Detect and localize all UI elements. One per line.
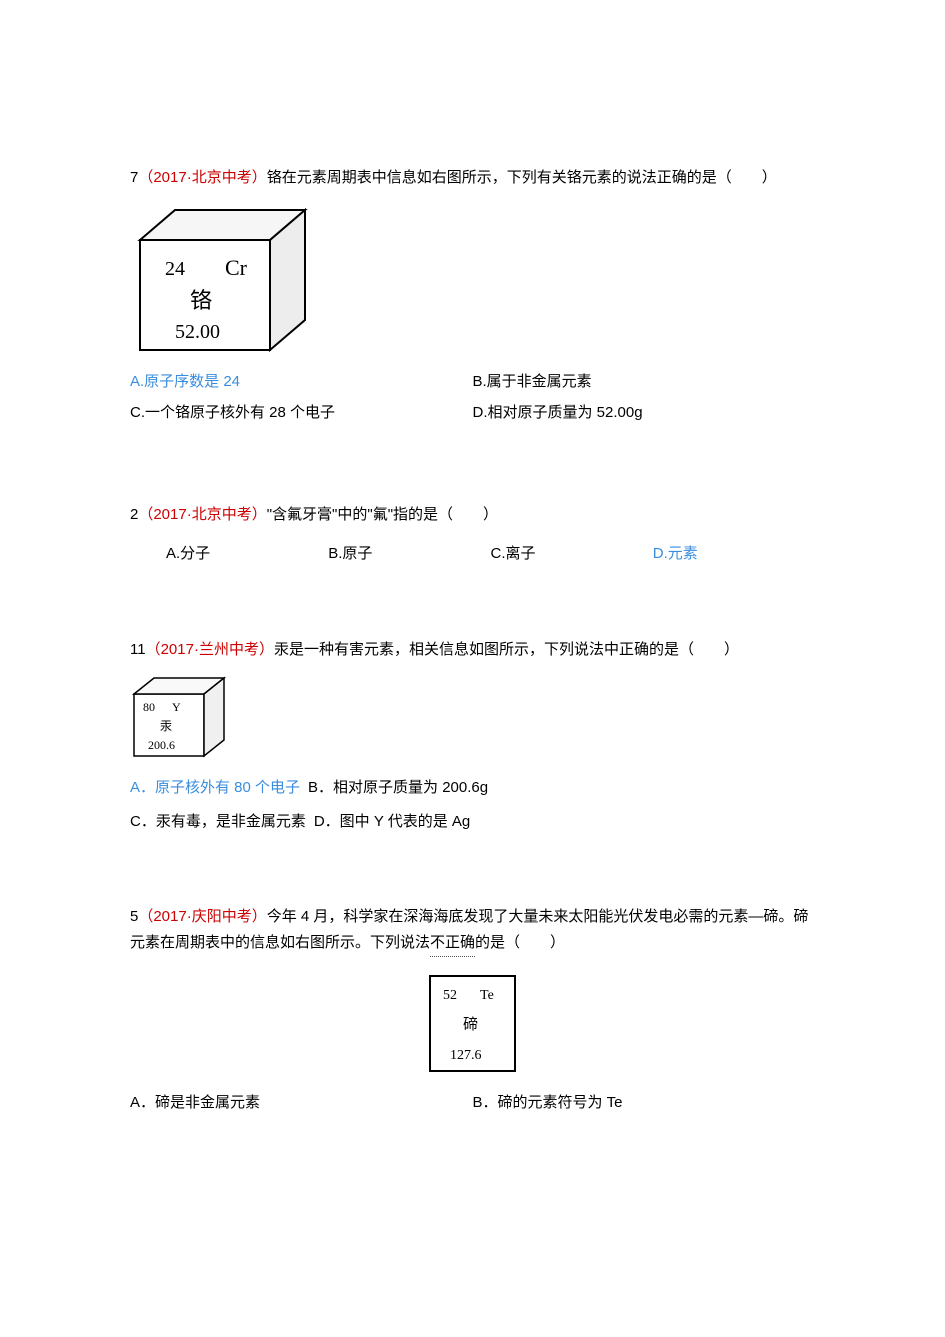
q2-source: （2017·北京中考） (138, 506, 266, 523)
q2-option-b[interactable]: B.原子 (328, 541, 490, 567)
q11-options: A．原子核外有 80 个电子 B．相对原子质量为 200.6g C．汞有毒，是非金… (130, 775, 815, 834)
q11-atomic-num: 80 (143, 700, 155, 714)
q5-mass: 127.6 (450, 1048, 482, 1063)
q7-mass: 52.00 (175, 321, 220, 343)
q7-options: A.原子序数是 24 B.属于非金属元素 C.一个铬原子核外有 28 个电子 D… (130, 369, 815, 432)
q5-box-svg: 52 Te 碲 127.6 (425, 971, 520, 1076)
q7-option-c[interactable]: C.一个铬原子核外有 28 个电子 (130, 400, 473, 426)
q7-stem-text: 铬在元素周期表中信息如右图所示，下列有关铬元素的说法正确的是（ ） (267, 169, 777, 186)
q11-cube-figure: 80 Y 汞 200.6 (130, 676, 815, 761)
q7-symbol: Cr (225, 255, 248, 280)
q11-cube-svg: 80 Y 汞 200.6 (130, 676, 235, 761)
q11-name: 汞 (160, 719, 172, 733)
q11-symbol: Y (172, 700, 181, 714)
q5-stem-not: 不正确 (430, 930, 475, 958)
q2-stem: 2（2017·北京中考）"含氟牙膏"中的"氟"指的是（ ） (130, 502, 815, 528)
q7-source: （2017·北京中考） (138, 169, 266, 186)
q2-option-a[interactable]: A.分子 (166, 541, 328, 567)
question-11: 11（2017·兰州中考）汞是一种有害元素，相关信息如图所示，下列说法中正确的是… (130, 637, 815, 835)
q7-stem: 7（2017·北京中考）铬在元素周期表中信息如右图所示，下列有关铬元素的说法正确… (130, 165, 815, 191)
q11-stem-text: 汞是一种有害元素，相关信息如图所示，下列说法中正确的是（ ） (274, 641, 739, 658)
q5-options: A．碲是非金属元素 B．碲的元素符号为 Te (130, 1090, 815, 1122)
q2-option-c[interactable]: C.离子 (491, 541, 653, 567)
q11-option-c[interactable]: C．汞有毒，是非金属元素 (130, 813, 306, 830)
q5-option-b[interactable]: B．碲的元素符号为 Te (473, 1090, 816, 1116)
q2-options: A.分子 B.原子 C.离子 D.元素 (130, 541, 815, 567)
q11-mass: 200.6 (148, 738, 175, 752)
q7-option-b[interactable]: B.属于非金属元素 (473, 369, 816, 395)
q7-atomic-num: 24 (165, 258, 185, 280)
q11-number: 11 (130, 641, 146, 658)
q11-source: （2017·兰州中考） (146, 641, 274, 658)
question-7: 7（2017·北京中考）铬在元素周期表中信息如右图所示，下列有关铬元素的说法正确… (130, 165, 815, 432)
q11-stem: 11（2017·兰州中考）汞是一种有害元素，相关信息如图所示，下列说法中正确的是… (130, 637, 815, 663)
q7-option-a[interactable]: A.原子序数是 24 (130, 369, 473, 395)
q7-cube-svg: 24 Cr 铬 52.00 (130, 205, 330, 355)
q7-cube-figure: 24 Cr 铬 52.00 (130, 205, 815, 355)
q7-option-d[interactable]: D.相对原子质量为 52.00g (473, 400, 816, 426)
q2-stem-text: "含氟牙膏"中的"氟"指的是（ ） (267, 506, 498, 523)
q11-option-d[interactable]: D．图中 Y 代表的是 Ag (314, 813, 470, 830)
q7-name: 铬 (190, 288, 212, 313)
q5-box-figure: 52 Te 碲 127.6 (130, 971, 815, 1076)
q5-symbol: Te (480, 988, 494, 1003)
q11-option-b[interactable]: B．相对原子质量为 200.6g (308, 779, 488, 796)
question-2: 2（2017·北京中考）"含氟牙膏"中的"氟"指的是（ ） A.分子 B.原子 … (130, 502, 815, 567)
q5-source: （2017·庆阳中考） (138, 908, 266, 925)
question-5: 5（2017·庆阳中考）今年 4 月，科学家在深海海底发现了大量未来太阳能光伏发… (130, 904, 815, 1122)
q5-stem-b: 的是（ ） (475, 934, 565, 951)
q5-stem: 5（2017·庆阳中考）今年 4 月，科学家在深海海底发现了大量未来太阳能光伏发… (130, 904, 815, 957)
q5-option-a[interactable]: A．碲是非金属元素 (130, 1090, 473, 1116)
q5-atomic-num: 52 (443, 988, 457, 1003)
q5-name: 碲 (463, 1016, 478, 1033)
q11-option-a[interactable]: A．原子核外有 80 个电子 (130, 779, 300, 796)
q2-option-d[interactable]: D.元素 (653, 541, 815, 567)
